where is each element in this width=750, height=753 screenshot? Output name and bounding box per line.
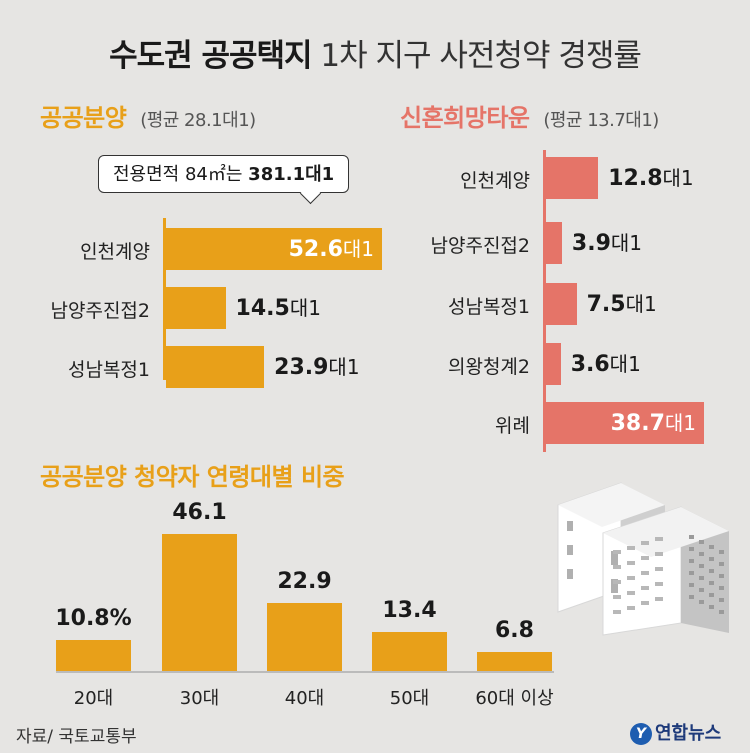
newlywed-heading: 신혼희망타운 (평균 13.7대1): [400, 98, 659, 133]
public-sale-value: 23.9대1: [274, 346, 359, 389]
age-bar: [372, 631, 447, 672]
yonhap-logo-mark: Y: [630, 723, 652, 745]
age-value: 22.9: [277, 569, 332, 595]
newlywed-value-number: 3.6: [570, 352, 610, 377]
public-sale-average: (평균 28.1대1): [140, 110, 256, 131]
newlywed-label: 성남복정1: [447, 296, 530, 318]
newlywed-bar: [546, 283, 577, 325]
public-sale-bar: [166, 228, 382, 270]
title-rest: 1차 지구 사전청약 경쟁률: [320, 38, 641, 74]
newlywed-bar: [546, 157, 599, 199]
public-sale-value-number: 14.5: [235, 296, 290, 321]
newlywed-value-unit: 대1: [609, 352, 641, 376]
newlywed-value: 38.7대1: [611, 402, 696, 445]
newlywed-label: 남양주진접2: [430, 235, 531, 257]
age-value: 6.8: [495, 617, 534, 643]
newlywed-value-unit: 대1: [625, 292, 657, 316]
newlywed-value-number: 7.5: [586, 292, 626, 317]
newlywed-title: 신혼희망타운: [400, 104, 530, 132]
callout-prefix: 전용면적 84㎡는: [113, 164, 243, 185]
title-bold: 수도권 공공택지: [109, 38, 312, 74]
public-sale-value-unit: 대1: [289, 296, 321, 320]
newlywed-axis: [543, 150, 546, 452]
newlywed-value: 3.6대1: [571, 343, 641, 386]
public-sale-value: 52.6대1: [289, 228, 374, 271]
age-label: 20대: [73, 688, 114, 709]
public-sale-label: 남양주진접2: [50, 300, 151, 322]
public-sale-value-number: 52.6: [288, 237, 343, 262]
apartment-buildings-icon: [557, 482, 729, 636]
newlywed-label: 의왕청계2: [447, 356, 530, 378]
public-sale-value-unit: 대1: [342, 237, 374, 261]
public-sale-bar: [166, 287, 226, 329]
public-sale-axis: [163, 218, 166, 380]
public-sale-label: 성남복정1: [67, 359, 150, 381]
newlywed-value-number: 38.7: [610, 411, 665, 436]
callout-value: 381.1대1: [248, 164, 335, 185]
public-sale-title: 공공분양: [40, 104, 127, 132]
age-label: 40대: [284, 688, 325, 709]
age-value: 13.4: [382, 597, 437, 623]
public-sale-value: 14.5대1: [236, 287, 321, 330]
age-bar: [56, 639, 131, 672]
age-chart-baseline: [56, 671, 554, 673]
age-value: 46.1: [172, 500, 227, 525]
newlywed-bar: [546, 402, 704, 444]
public-sale-value-number: 23.9: [274, 355, 329, 380]
newlywed-value-number: 3.9: [571, 231, 611, 256]
yonhap-logo-text: 연합뉴스: [655, 723, 722, 744]
newlywed-average: (평균 13.7대1): [543, 110, 659, 131]
yonhap-logo: Y 연합뉴스: [630, 719, 721, 745]
newlywed-value-number: 12.8: [608, 166, 663, 191]
age-chart-heading: 공공분양 청약자 연령대별 비중: [40, 463, 345, 491]
newlywed-value-unit: 대1: [662, 166, 694, 190]
newlywed-bar: [546, 222, 562, 264]
age-bar: [477, 651, 552, 672]
source-note: 자료/ 국토교통부: [16, 727, 137, 747]
newlywed-label: 인천계양: [460, 170, 530, 192]
public-sale-label: 인천계양: [80, 241, 150, 263]
public-sale-heading: 공공분양 (평균 28.1대1): [40, 98, 256, 133]
newlywed-value: 7.5대1: [587, 283, 657, 326]
newlywed-label: 위례: [495, 415, 530, 437]
newlywed-value: 3.9대1: [572, 222, 642, 265]
age-label: 60대 이상: [475, 688, 554, 709]
newlywed-value-unit: 대1: [610, 231, 643, 255]
age-value: 10.8%: [55, 605, 132, 631]
callout-box: 전용면적 84㎡는 381.1대1: [98, 155, 350, 193]
newlywed-value-unit: 대1: [664, 411, 696, 435]
page-title: 수도권 공공택지 1차 지구 사전청약 경쟁률: [0, 30, 750, 75]
age-bar: [162, 534, 237, 672]
public-sale-value-unit: 대1: [328, 355, 360, 379]
newlywed-value: 12.8대1: [608, 157, 693, 200]
age-label: 30대: [179, 688, 220, 709]
public-sale-bar: [166, 346, 265, 388]
newlywed-bar: [546, 343, 561, 385]
age-label: 50대: [389, 688, 430, 709]
age-bar: [267, 603, 342, 672]
